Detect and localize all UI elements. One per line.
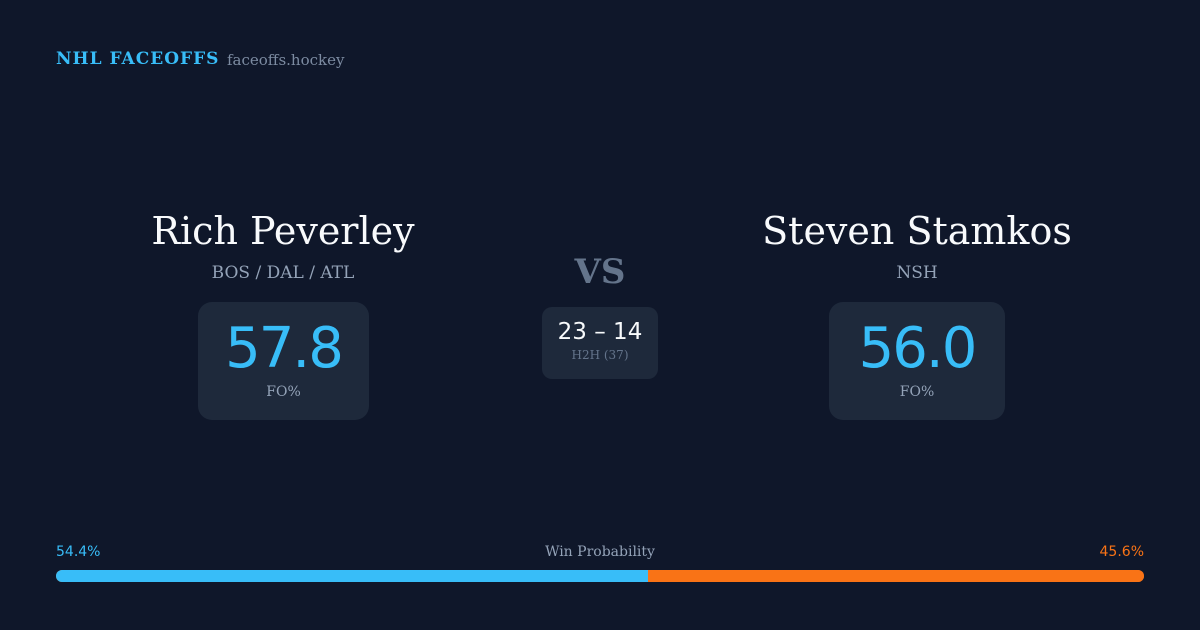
player-teams: NSH xyxy=(896,263,938,283)
fo-pct-label: FO% xyxy=(899,384,935,400)
h2h-label: H2H (37) xyxy=(571,348,629,362)
win-prob-bar-right xyxy=(647,570,1144,582)
brand-logo: NHL FACEOFFS xyxy=(56,49,220,69)
win-probability-bar xyxy=(56,570,1144,582)
win-prob-label: Win Probability xyxy=(545,544,655,560)
player-left: Rich Peverley BOS / DAL / ATL xyxy=(33,205,533,283)
fo-pct-value: 57.8 xyxy=(225,316,344,381)
site-domain: faceoffs.hockey xyxy=(227,51,345,69)
fo-card-left: 57.8 FO% xyxy=(198,302,369,420)
player-name: Steven Stamkos xyxy=(762,209,1072,253)
player-name: Rich Peverley xyxy=(151,209,415,253)
fo-pct-label: FO% xyxy=(266,384,301,400)
player-right: Steven Stamkos NSH xyxy=(667,205,1167,283)
win-prob-right: 45.6% xyxy=(1099,544,1144,560)
win-prob-bar-left xyxy=(56,570,648,582)
h2h-score: 23 – 14 xyxy=(557,319,643,345)
player-teams: BOS / DAL / ATL xyxy=(211,263,355,283)
fo-card-right: 56.0 FO% xyxy=(829,302,1005,420)
vs-label: VS xyxy=(574,252,626,292)
fo-pct-value: 56.0 xyxy=(858,316,978,381)
h2h-card: 23 – 14 H2H (37) xyxy=(542,307,658,379)
win-prob-left: 54.4% xyxy=(56,544,101,560)
